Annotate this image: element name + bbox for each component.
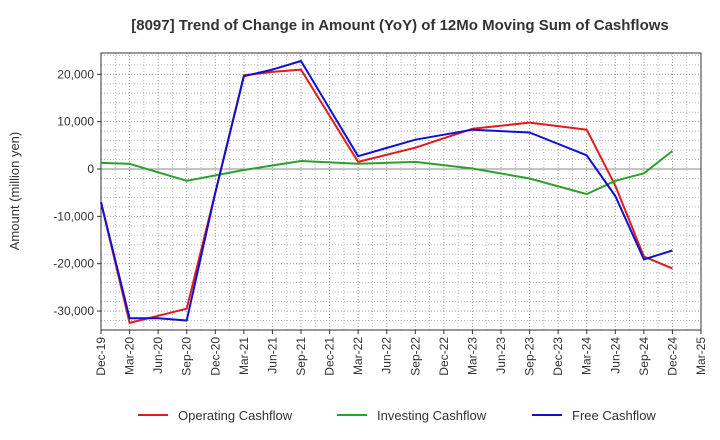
x-tick-label: Jun-23 (494, 337, 508, 374)
x-tick-label: Mar-20 (123, 337, 137, 375)
x-tick-label: Sep-21 (294, 337, 308, 376)
x-tick-label: Jun-22 (380, 337, 394, 374)
series-line-operating-cashflow (100, 68, 673, 324)
x-tick-label: Dec-24 (665, 337, 679, 376)
x-tick-label: Mar-25 (694, 337, 708, 375)
series-line-investing-cashflow (100, 150, 674, 196)
plot-area: 20,000 10,000 0 -10,000 -20,000 -30,000 Dec-19… (53, 52, 708, 376)
x-tick-label: Dec-19 (94, 337, 108, 376)
y-tick-label: 0 (87, 162, 94, 176)
x-tick-label: Sep-22 (408, 337, 422, 376)
x-tick-label: Mar-24 (580, 337, 594, 375)
x-tick-label: Jun-21 (265, 337, 279, 374)
x-tick-label: Jun-24 (608, 337, 622, 374)
y-tick-label: 10,000 (57, 115, 94, 129)
legend: Operating Cashflow Investing Cashflow Free… (138, 408, 656, 423)
x-tick-label: Mar-22 (351, 337, 365, 375)
legend-label-free-cashflow: Free Cashflow (572, 408, 656, 423)
legend-label-investing-cashflow: Investing Cashflow (377, 408, 487, 423)
x-tick-label: Sep-20 (180, 337, 194, 376)
y-tick-label: -20,000 (53, 257, 94, 271)
y-tick-label: -30,000 (53, 304, 94, 318)
x-tick-label: Sep-24 (637, 337, 651, 376)
x-tick-label: Dec-20 (208, 337, 222, 376)
plot-border (100, 52, 702, 331)
x-tick-label: Jun-20 (151, 337, 165, 374)
y-tick-label: -10,000 (53, 209, 94, 223)
y-tick-label: 20,000 (57, 67, 94, 81)
legend-label-operating-cashflow: Operating Cashflow (178, 408, 293, 423)
x-tick-label: Dec-21 (323, 337, 337, 376)
x-tick-label: Mar-21 (237, 337, 251, 375)
series-line-free-cashflow (100, 60, 673, 322)
y-axis-label: Amount (million yen) (7, 132, 22, 251)
chart-title: [8097] Trend of Change in Amount (YoY) o… (131, 17, 669, 34)
x-tick-label: Sep-23 (523, 337, 537, 376)
x-tick-label: Dec-22 (437, 337, 451, 376)
x-tick-label: Dec-23 (551, 337, 565, 376)
x-tick-label: Mar-23 (465, 337, 479, 375)
